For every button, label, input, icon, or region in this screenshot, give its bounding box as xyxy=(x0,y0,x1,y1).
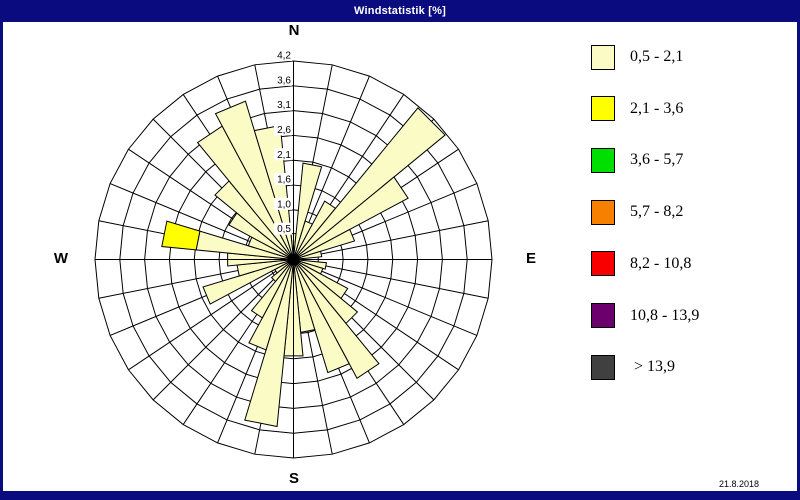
grid-spoke xyxy=(293,220,489,260)
legend-item-3: 5,7 - 8,2 xyxy=(591,196,683,228)
legend-swatch-5 xyxy=(591,303,615,328)
ring-label-1: 1,0 xyxy=(277,199,291,210)
compass-label-west: W xyxy=(53,250,69,267)
center-hub xyxy=(287,253,300,266)
grid-spoke xyxy=(128,259,294,371)
window-border-bottom xyxy=(0,491,800,500)
legend-item-5: 10,8 - 13,9 xyxy=(591,300,699,332)
legend-item-1: 2,1 - 3,6 xyxy=(591,93,683,125)
legend-swatch-3 xyxy=(591,199,615,225)
compass-label-north: N xyxy=(288,22,300,39)
window-border-left xyxy=(0,22,3,500)
legend-swatch-1 xyxy=(591,96,615,122)
window-title: Windstatistik [%] xyxy=(354,5,446,17)
legend-label-6: > 13,9 xyxy=(630,358,676,376)
ring-label-4: 2,6 xyxy=(277,125,291,136)
compass-label-east: E xyxy=(525,250,537,267)
legend-label-1: 2,1 - 3,6 xyxy=(630,99,684,117)
legend-label-3: 5,7 - 8,2 xyxy=(630,203,684,221)
legend-swatch-4 xyxy=(591,251,615,277)
compass-label-south: S xyxy=(288,470,300,487)
rose-sector-19 xyxy=(250,259,294,319)
title-bar[interactable]: Windstatistik [%] xyxy=(0,0,800,22)
legend-label-0: 0,5 - 2,1 xyxy=(630,48,684,65)
rose-sector-5 xyxy=(293,176,409,260)
date-stamp: 21.8.2018 xyxy=(719,479,760,489)
legend-label-4: 8,2 - 10,8 xyxy=(630,254,692,272)
ring-label-5: 3,1 xyxy=(277,100,291,111)
legend-swatch-2 xyxy=(591,147,615,173)
main-axes xyxy=(95,61,492,458)
ring-label-2: 1,6 xyxy=(277,175,291,186)
ring-label-6: 3,6 xyxy=(277,75,291,86)
radial-axis-labels: 0,5 1,0 1,6 2,1 2,6 3,1 3,6 4,2 xyxy=(274,49,292,235)
grid-spoke xyxy=(293,259,478,336)
rose-sector-7 xyxy=(293,250,323,260)
legend-label-5: 10,8 - 13,9 xyxy=(630,306,700,324)
legend-item-2: 3,6 - 5,7 xyxy=(591,144,683,176)
legend-swatch-6 xyxy=(591,354,615,380)
legend-item-0: 0,5 - 2,1 xyxy=(591,41,683,73)
ring-label-7: 4,2 xyxy=(277,51,291,62)
legend-item-6: > 13,9 xyxy=(591,351,675,383)
rose-sector-25 xyxy=(161,220,201,251)
legend-swatch-0 xyxy=(591,44,615,70)
legend-item-4: 8,2 - 10,8 xyxy=(591,248,691,280)
window-border-right xyxy=(797,22,800,500)
ring-label-0: 0,5 xyxy=(277,224,291,235)
grid-spoke xyxy=(152,259,294,401)
rose-sector-6 xyxy=(293,228,356,260)
sector-bars xyxy=(161,100,446,428)
legend-label-2: 3,6 - 5,7 xyxy=(630,151,684,169)
ring-label-3: 2,1 xyxy=(277,150,291,161)
